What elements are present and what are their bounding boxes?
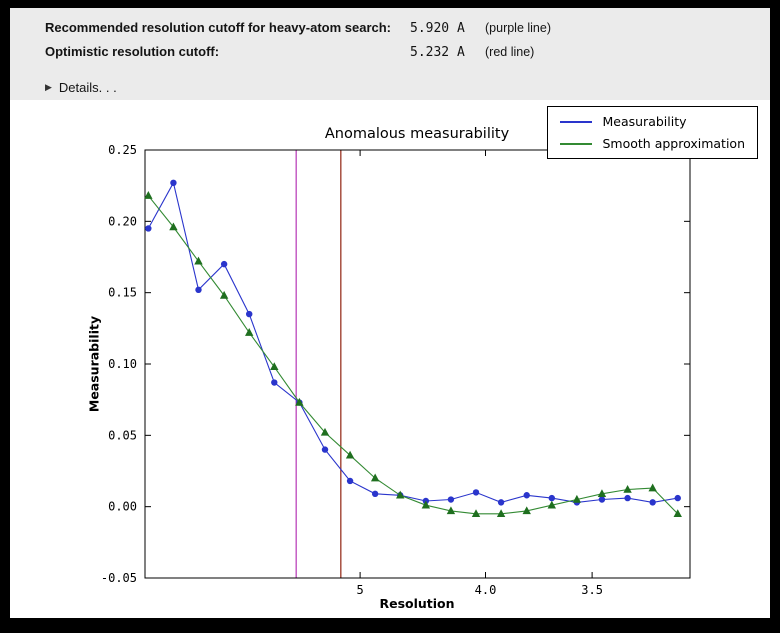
smooth-approximation-line-sample xyxy=(560,142,593,145)
legend-label-smooth-approximation: Smooth approximation xyxy=(602,136,745,151)
chart-title: Anomalous measurability xyxy=(324,126,510,142)
optimistic-cutoff-label: Optimistic resolution cutoff: xyxy=(45,44,220,59)
recommended-cutoff-row: Recommended resolution cutoff for heavy-… xyxy=(45,20,770,44)
optimistic-cutoff-note: (red line) xyxy=(485,45,535,59)
svg-text:3.5: 3.5 xyxy=(581,583,603,597)
x-axis-label: Resolution xyxy=(379,596,455,611)
chart-svg: 5 4.0 3.5 0.25 0.20 0.15 0.10 0.05 0.00 -0.05 xyxy=(101,143,691,597)
svg-text:4.0: 4.0 xyxy=(475,583,497,597)
svg-text:5: 5 xyxy=(356,583,363,597)
disclosure-triangle-icon: ▶ xyxy=(45,82,52,92)
svg-text:0.05: 0.05 xyxy=(108,428,137,442)
recommended-cutoff-note: (purple line) xyxy=(485,21,552,35)
legend-entry-measurability: Measurability xyxy=(560,114,745,129)
info-panel: Recommended resolution cutoff for heavy-… xyxy=(10,8,770,95)
svg-text:0.10: 0.10 xyxy=(108,357,137,371)
y-axis-label: Measurability xyxy=(86,315,102,413)
details-toggle[interactable]: ▶ Details. . . xyxy=(45,80,155,95)
svg-text:0.00: 0.00 xyxy=(108,500,137,514)
measurability-line-sample xyxy=(560,120,593,123)
svg-text:0.20: 0.20 xyxy=(108,214,137,228)
details-label: Details. . . xyxy=(58,80,117,95)
svg-text:-0.05: -0.05 xyxy=(101,571,137,585)
svg-text:0.25: 0.25 xyxy=(108,143,137,157)
chart-legend: Measurability Smooth approximation xyxy=(547,106,758,159)
svg-text:0.15: 0.15 xyxy=(108,286,137,300)
optimistic-cutoff-row: Optimistic resolution cutoff: 5.232 A (r… xyxy=(45,44,770,68)
application-window: Recommended resolution cutoff for heavy-… xyxy=(10,8,770,618)
optimistic-cutoff-value: 5.232 A xyxy=(410,45,465,60)
legend-entry-smooth-approximation: Smooth approximation xyxy=(560,136,745,151)
legend-label-measurability: Measurability xyxy=(602,114,687,129)
chart-figure: 5 4.0 3.5 0.25 0.20 0.15 0.10 0.05 0.00 -0.05 Ano… xyxy=(10,100,770,618)
recommended-cutoff-value: 5.920 A xyxy=(410,21,465,36)
recommended-cutoff-label: Recommended resolution cutoff for heavy-… xyxy=(45,20,392,35)
